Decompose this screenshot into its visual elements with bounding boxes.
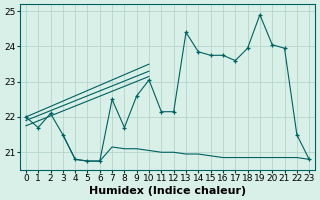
- X-axis label: Humidex (Indice chaleur): Humidex (Indice chaleur): [89, 186, 246, 196]
